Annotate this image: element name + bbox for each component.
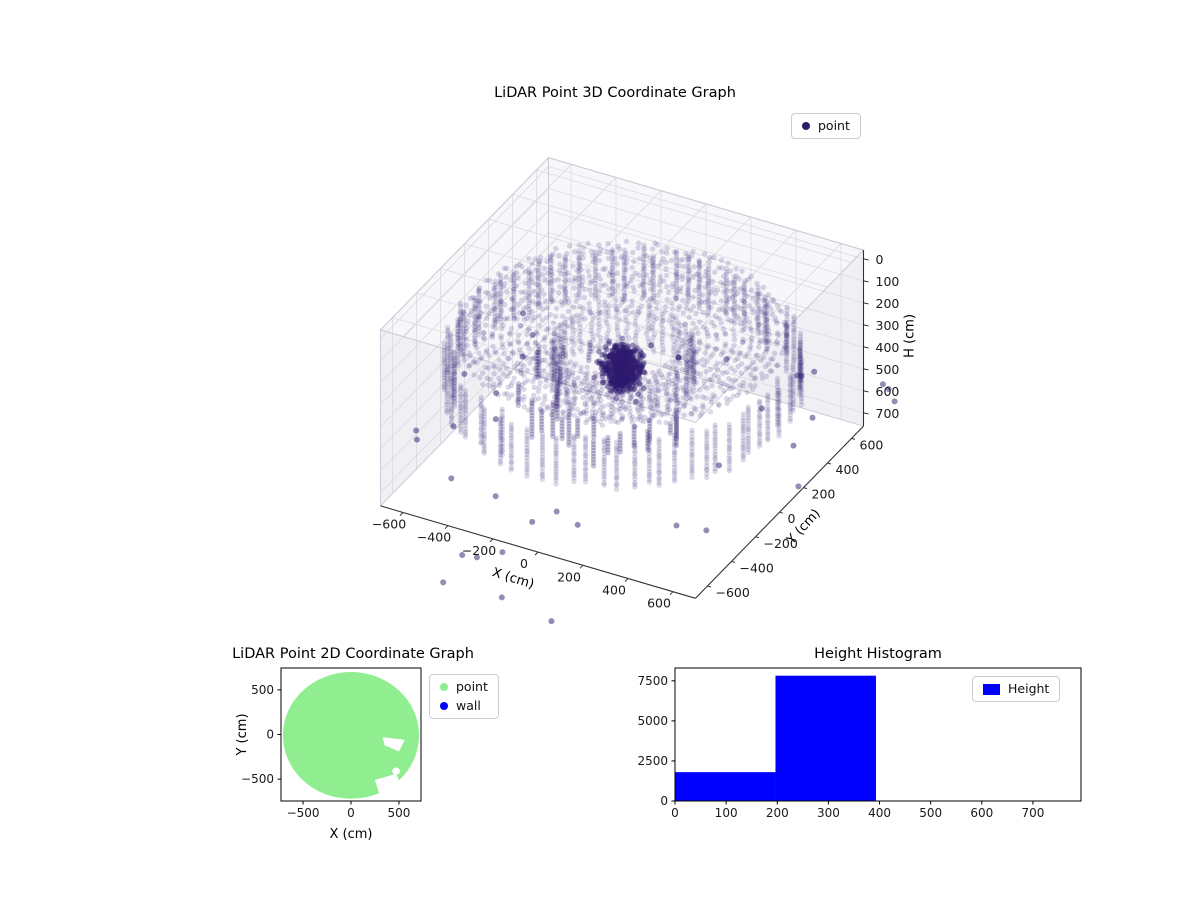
legend-label-point-2d: point (456, 679, 488, 694)
legend-item-point-3d: point (802, 119, 850, 133)
plot2d-title: LiDAR Point 2D Coordinate Graph (232, 646, 474, 662)
plot3d-legend: point (791, 113, 861, 139)
point-marker-icon (802, 122, 810, 130)
legend-label-wall-2d: wall (456, 698, 481, 713)
legend-label-point-3d: point (818, 118, 850, 133)
plot2d-legend: point wall (429, 674, 499, 719)
legend-label-height: Height (1008, 681, 1050, 696)
wall-marker-icon (440, 702, 448, 710)
legend-item-point-2d: point (440, 680, 488, 694)
histogram-legend: Height (972, 676, 1061, 702)
height-swatch-icon (983, 683, 1000, 695)
plot3d-title: LiDAR Point 3D Coordinate Graph (494, 85, 736, 101)
legend-item-height: Height (983, 682, 1049, 696)
point-marker-icon (440, 683, 448, 691)
legend-item-wall-2d: wall (440, 699, 488, 713)
histogram-title: Height Histogram (814, 646, 942, 662)
